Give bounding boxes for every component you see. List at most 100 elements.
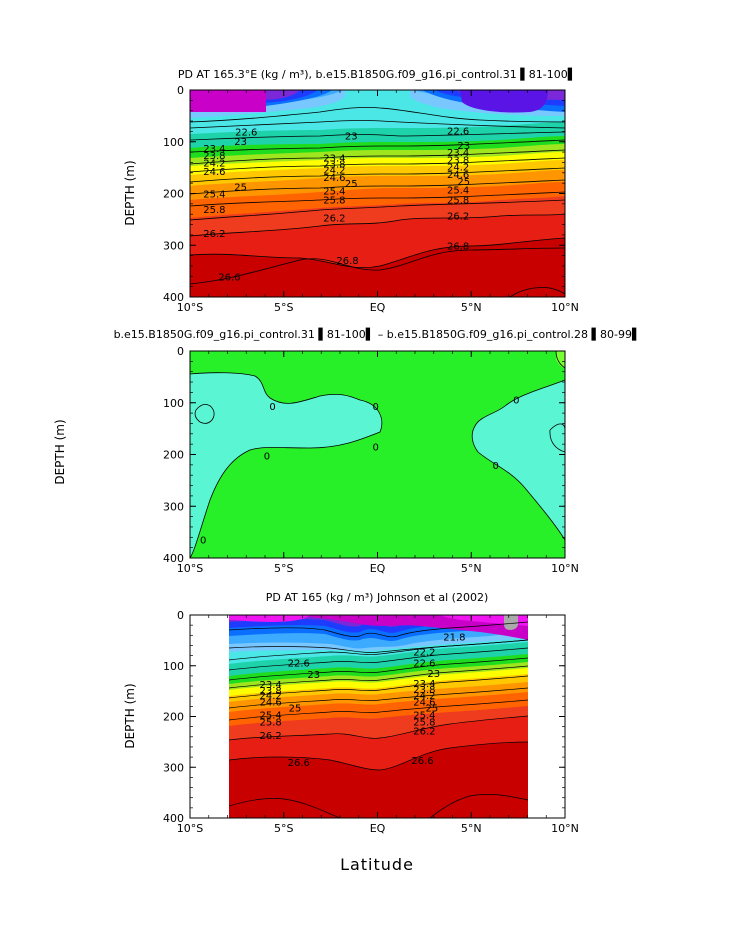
contour-label: 25	[345, 179, 358, 190]
contour-label: 0	[372, 442, 378, 453]
contour-label: 23	[345, 132, 358, 143]
contour-label: 25.4	[259, 710, 281, 721]
panel-3-band-gray-missing	[504, 615, 518, 630]
contour-label: 25.8	[413, 718, 435, 729]
contour-label: 24.6	[447, 170, 469, 181]
panel-3-contour-lines	[229, 621, 528, 818]
panel-1-band-magenta	[190, 90, 266, 112]
panel-3-contour-line	[229, 687, 528, 709]
panel-2-contour-line	[190, 372, 383, 558]
contour-label: 23.4	[447, 148, 469, 159]
panel-2-band-green-right	[556, 351, 565, 368]
panel-1-band-indigo	[460, 90, 548, 113]
x-tick-label: 10°S	[177, 301, 203, 314]
contour-label: 26.2	[259, 731, 281, 742]
panel-1-contour-line	[190, 199, 565, 221]
panel-1-contour-lines	[190, 106, 565, 297]
x-tick-label: 5°N	[461, 562, 482, 575]
x-tick-label: 10°N	[551, 562, 579, 575]
contour-label: 25	[426, 703, 439, 714]
panel-3-xlabel: Latitude	[340, 855, 414, 874]
contour-label: 25	[457, 177, 470, 188]
panel-3-contour-line	[229, 647, 528, 671]
contour-label: 24.2	[259, 691, 281, 702]
contour-label: 22.6	[413, 659, 435, 670]
y-tick-label: 200	[163, 449, 184, 462]
contour-label: 26.6	[288, 758, 310, 769]
panel-1: PD AT 165.3°E (kg / m³), b.e15.B1850G.f0…	[123, 67, 579, 314]
contour-label: 25.4	[203, 190, 225, 201]
y-tick-label: 200	[163, 711, 184, 724]
contour-label: 0	[200, 535, 206, 546]
contour-label: 23	[307, 670, 320, 681]
contour-label: 24.2	[447, 163, 469, 174]
contour-label: 25.8	[203, 205, 225, 216]
panel-2: b.e15.B1850G.f09_g16.pi_control.31 ▌81-1…	[53, 327, 640, 575]
contour-label: 22.6	[235, 127, 257, 138]
contour-label: 25.8	[259, 718, 281, 729]
panel-3-ylabel: DEPTH (m)	[123, 683, 137, 748]
contour-label: 26.6	[218, 272, 240, 283]
contour-label: 25	[234, 182, 247, 193]
contour-label: 22.6	[447, 126, 469, 137]
panel-2-contour-labels: 0 0 0 0 0 0 0	[200, 396, 520, 547]
panel-1-contour-line	[190, 179, 565, 195]
x-tick-label: 5°N	[461, 301, 482, 314]
panel-3-contour-labels: 21.822.222.6 22.623 2323.423.824.224.62525…	[259, 632, 465, 769]
panel-3-axes: 10°S 5°S EQ 5°N 10°N 0 100 200 300 400	[163, 609, 579, 835]
panel-1-ylabel: DEPTH (m)	[123, 160, 137, 225]
contour-label: 21.8	[443, 632, 465, 643]
panel-1-contour-line	[190, 213, 565, 237]
panel-1-contour-line	[190, 237, 565, 269]
panel-2-band-cyan-right	[472, 380, 565, 540]
x-tick-label: 5°S	[274, 822, 293, 835]
panel-1-contour-line	[190, 131, 565, 141]
y-tick-label: 400	[163, 552, 184, 565]
contour-label: 0	[513, 396, 519, 407]
panel-3-contour-line	[229, 639, 528, 661]
contour-label: 26.6	[411, 756, 433, 767]
contour-label: 24.2	[413, 691, 435, 702]
x-tick-label: 5°N	[461, 822, 482, 835]
panel-3: PD AT 165 (kg / m³) Johnson et al (2002)	[123, 591, 579, 874]
y-tick-label: 400	[163, 812, 184, 825]
contour-label: 22.2	[413, 648, 435, 659]
contour-label: 24.6	[203, 167, 225, 178]
contour-label: 25.4	[413, 710, 435, 721]
x-tick-label: 5°S	[274, 301, 293, 314]
contour-label: 23.4	[323, 153, 345, 164]
panel-3-contour-line	[229, 665, 528, 689]
contour-label: 23.8	[323, 160, 345, 171]
x-tick-label: EQ	[370, 301, 386, 314]
x-tick-label: EQ	[370, 562, 386, 575]
x-tick-label: EQ	[370, 822, 386, 835]
panel-2-band-cyan-right-blob	[549, 423, 565, 452]
y-tick-label: 300	[163, 500, 184, 513]
contour-label: 26.2	[203, 229, 225, 240]
contour-label: 24.2	[323, 166, 345, 177]
contour-label: 23.8	[413, 685, 435, 696]
panel-1-contour-line	[190, 157, 565, 173]
contour-label: 26.2	[447, 211, 469, 222]
contour-label: 0	[269, 402, 275, 413]
panel-1-contour-line	[190, 191, 565, 207]
contour-label: 25.8	[447, 196, 469, 207]
panel-1-contour-labels: 22.62323.423.824.224.62525.425.826.226.6…	[203, 126, 470, 283]
y-tick-label: 300	[163, 761, 184, 774]
panel-1-title: PD AT 165.3°E (kg / m³), b.e15.B1850G.f0…	[178, 67, 576, 81]
panel-3-title: PD AT 165 (kg / m³) Johnson et al (2002)	[266, 591, 489, 604]
y-tick-label: 200	[163, 188, 184, 201]
panel-2-axes: 10°S 5°S EQ 5°N 10°N 0 100 200 300 400	[163, 345, 579, 575]
y-tick-label: 100	[163, 660, 184, 673]
contour-label: 25.4	[323, 186, 345, 197]
panel-2-contour-line	[555, 351, 565, 369]
panel-3-contour-line	[229, 699, 528, 721]
panel-3-contour-line	[229, 741, 528, 771]
panel-1-contour-line	[190, 247, 565, 285]
panel-1-axes: 10°S 5°S EQ 5°N 10°N 0 100 200 300 400	[163, 84, 579, 314]
x-tick-label: 10°N	[551, 301, 579, 314]
panel-1-contour-line	[509, 287, 565, 297]
panel-2-band-cyan-left	[190, 372, 382, 558]
contour-label: 24.2	[203, 158, 225, 169]
panel-2-plot-area	[190, 351, 565, 558]
